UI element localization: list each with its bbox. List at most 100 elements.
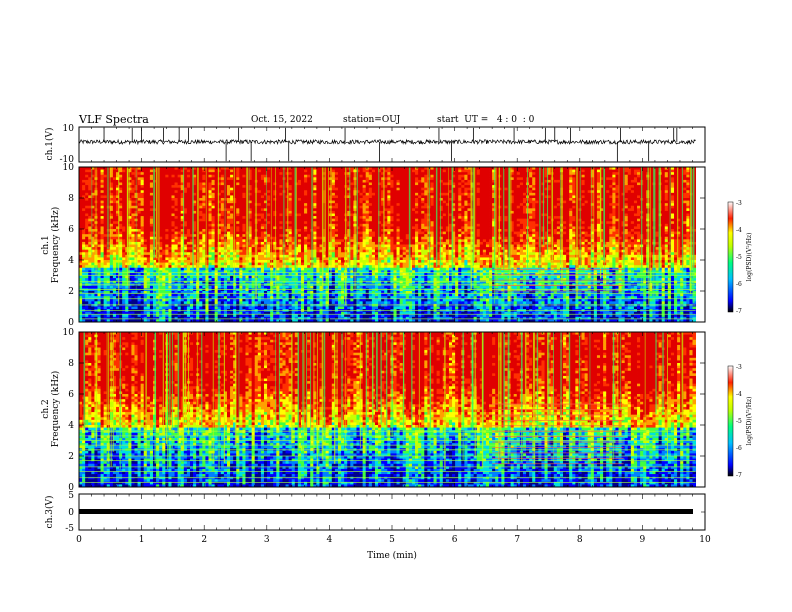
- spectrogram-cell: [91, 229, 95, 232]
- spectrogram-cell: [211, 185, 216, 189]
- spectrogram-cell: [233, 301, 237, 305]
- spectrogram-cell: [316, 296, 320, 300]
- spectrogram-cell: [236, 280, 240, 284]
- spectrogram-cell: [88, 192, 92, 196]
- spectrogram-cell: [236, 182, 240, 186]
- spectrogram-cell: [168, 221, 172, 225]
- spectrogram-cell: [180, 179, 185, 183]
- spectrogram-cell: [217, 319, 222, 323]
- spectrogram-cell: [214, 198, 219, 201]
- spectrogram-cell: [211, 303, 216, 307]
- spectrogram-cell: [202, 169, 206, 173]
- spectrogram-cell: [220, 244, 225, 248]
- spectrogram-cell: [146, 226, 151, 230]
- spectrogram-cell: [239, 216, 243, 220]
- spectrogram-cell: [128, 257, 132, 261]
- spectrogram-cell: [310, 298, 314, 302]
- spectrogram-cell: [242, 192, 246, 196]
- spectrogram-cell: [119, 185, 123, 189]
- spectrogram-cell: [199, 306, 203, 310]
- spectrogram-cell: [251, 303, 256, 307]
- spectrogram-cell: [313, 285, 317, 289]
- spectrogram-cell: [112, 208, 117, 212]
- spectrogram-cell: [220, 187, 225, 191]
- spectrogram-cell: [230, 270, 234, 274]
- spectrogram-cell: [149, 190, 154, 194]
- spectrogram-cell: [322, 260, 327, 263]
- spectrogram-cell: [100, 267, 105, 271]
- spectrogram-cell: [248, 298, 253, 302]
- spectrogram-cell: [109, 169, 114, 173]
- spectrogram-cell: [220, 319, 225, 323]
- spectrogram-cell: [103, 236, 108, 240]
- spectrogram-cell: [257, 262, 262, 266]
- spectrogram-cell: [116, 231, 120, 235]
- spectrogram-cell: [214, 182, 219, 186]
- spectrogram-cell: [211, 316, 216, 320]
- spectrogram-cell: [165, 275, 169, 279]
- spectrogram-cell: [189, 241, 194, 245]
- spectrogram-cell: [316, 267, 320, 271]
- spectrogram-cell: [294, 265, 299, 269]
- spectrogram-cell: [100, 262, 105, 266]
- spectrogram-cell: [307, 174, 311, 178]
- spectrogram-cell: [103, 303, 108, 307]
- spectrogram-cell: [248, 262, 253, 266]
- spectrogram-cell: [257, 314, 262, 318]
- spectrogram-cell: [100, 213, 105, 217]
- spectrogram-cell: [236, 190, 240, 194]
- spectrogram-cell: [233, 257, 237, 261]
- spectrogram-cell: [260, 190, 265, 194]
- spectrogram-cell: [183, 241, 188, 245]
- spectrogram-cell: [177, 267, 182, 271]
- spectrogram-cell: [211, 249, 216, 253]
- spectrogram-cell: [159, 254, 163, 258]
- spectrogram-cell: [103, 265, 108, 269]
- spectrogram-cell: [186, 203, 191, 207]
- spectrogram-cell: [199, 234, 203, 238]
- spectrogram-cell: [242, 244, 246, 248]
- spectrogram-cell: [168, 278, 172, 282]
- spectrogram-cell: [134, 314, 138, 318]
- spectrogram-cell: [156, 229, 160, 232]
- spectrogram-cell: [140, 226, 145, 230]
- spectrogram-cell: [171, 226, 175, 230]
- spectrogram-cell: [202, 192, 206, 196]
- spectrogram-cell: [116, 167, 120, 170]
- spectrogram-cell: [85, 239, 89, 243]
- spectrogram-cell: [109, 257, 114, 261]
- spectrogram-cell: [159, 267, 163, 271]
- spectrogram-cell: [325, 293, 330, 297]
- spectrogram-cell: [156, 296, 160, 300]
- spectrogram-cell: [189, 257, 194, 261]
- spectrogram-cell: [300, 280, 305, 284]
- spectrogram-cell: [119, 296, 123, 300]
- spectrogram-cell: [156, 303, 160, 307]
- spectrogram-cell: [294, 296, 299, 300]
- spectrogram-cell: [94, 303, 98, 307]
- spectrogram-cell: [88, 226, 92, 230]
- spectrogram-cell: [322, 169, 327, 173]
- spectrogram-cell: [307, 218, 311, 222]
- spectrogram-cell: [300, 267, 305, 271]
- spectrogram-cell: [131, 229, 135, 232]
- spectrogram-cell: [211, 231, 216, 235]
- spectrogram-cell: [97, 177, 101, 181]
- spectrogram-cell: [88, 231, 92, 235]
- spectrogram-cell: [186, 254, 191, 258]
- spectrogram-cell: [236, 221, 240, 225]
- spectrogram-cell: [168, 288, 172, 292]
- spectrogram-cell: [180, 182, 185, 186]
- spectrogram-cell: [245, 280, 249, 284]
- spectrogram-cell: [168, 179, 172, 183]
- spectrogram-cell: [146, 270, 151, 274]
- spectrogram-cell: [122, 311, 126, 315]
- spectrogram-cell: [193, 203, 197, 207]
- spectrogram-cell: [91, 267, 95, 271]
- spectrogram-cell: [116, 177, 120, 181]
- spectrogram-cell: [254, 311, 259, 315]
- spectrogram-cell: [208, 172, 212, 176]
- spectrogram-cell: [239, 306, 243, 310]
- spectrogram-cell: [223, 229, 228, 232]
- spectrogram-cell: [137, 272, 142, 276]
